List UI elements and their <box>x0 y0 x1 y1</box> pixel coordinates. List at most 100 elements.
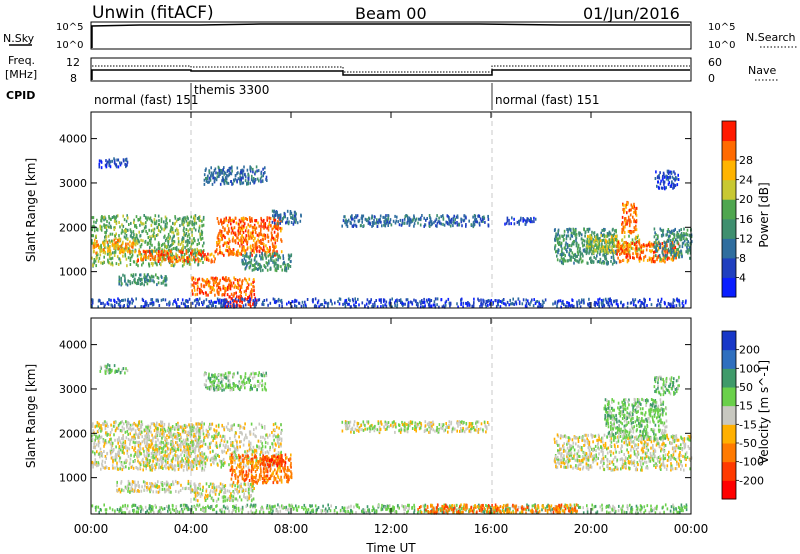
power-cell <box>151 234 153 238</box>
power-cell <box>290 221 293 224</box>
power-cell <box>251 219 253 223</box>
power-cell <box>105 238 107 242</box>
power-cell <box>238 284 240 288</box>
power-cell <box>165 283 168 287</box>
power-cell <box>139 234 141 238</box>
power-cell <box>650 257 653 260</box>
power-cell <box>431 222 433 226</box>
velocity-cell <box>189 449 191 453</box>
power-cell <box>181 217 184 221</box>
power-cell <box>676 235 678 239</box>
power-cell <box>670 302 672 306</box>
power-cell <box>632 247 634 251</box>
power-cell <box>480 219 483 223</box>
power-cell <box>155 262 158 266</box>
power-cell <box>147 216 149 220</box>
power-cell <box>226 224 229 228</box>
power-cell <box>237 222 240 226</box>
velocity-cell <box>135 432 137 436</box>
power-cell <box>449 304 451 308</box>
power-cell <box>214 281 217 285</box>
power-cell <box>235 291 237 295</box>
power-cell <box>232 236 234 240</box>
power-cell <box>584 250 587 254</box>
power-cell <box>187 229 190 233</box>
power-cell <box>210 174 212 178</box>
power-cell <box>123 304 125 307</box>
power-cell <box>642 258 645 262</box>
power-cell <box>277 225 279 229</box>
power-cell <box>266 179 268 182</box>
power-cell <box>98 165 101 169</box>
power-cell <box>224 301 227 305</box>
power-cell <box>144 278 146 281</box>
power-cell <box>146 232 149 236</box>
power-cell <box>482 220 484 223</box>
power-cell <box>624 217 626 221</box>
power-cell <box>660 179 662 183</box>
power-cell <box>172 241 175 245</box>
power-cell <box>201 301 203 304</box>
power-cell <box>224 228 226 232</box>
power-cell <box>141 258 143 262</box>
power-cell <box>602 298 605 302</box>
power-cell <box>290 216 292 219</box>
power-cell <box>601 299 603 302</box>
velocity-cell <box>199 441 201 445</box>
power-cell <box>229 240 231 244</box>
power-cell <box>192 252 195 256</box>
power-cell <box>670 247 673 251</box>
velocity-cell <box>133 448 135 452</box>
power-cell <box>244 239 247 243</box>
power-cell <box>120 244 123 248</box>
power-cell <box>157 250 160 253</box>
power-cell <box>590 256 592 260</box>
power-cell <box>199 249 201 253</box>
power-cell <box>575 244 578 248</box>
power-cell <box>252 284 254 288</box>
power-cell <box>214 250 216 254</box>
power-cell <box>125 230 127 233</box>
power-cell <box>228 229 231 233</box>
power-cell <box>148 262 150 266</box>
power-cell <box>257 169 260 173</box>
power-cell <box>562 253 564 256</box>
velocity-cell <box>156 459 159 463</box>
power-cell <box>214 257 216 261</box>
power-cell <box>602 303 605 307</box>
power-cell <box>218 222 220 225</box>
power-cell <box>667 172 670 175</box>
power-cell <box>145 216 147 220</box>
velocity-cell <box>138 436 141 439</box>
power-cell <box>122 214 124 218</box>
power-cell <box>109 240 111 244</box>
power-cell <box>201 290 203 294</box>
power-cell <box>277 255 279 258</box>
power-cell <box>196 247 198 251</box>
power-cell <box>193 255 195 259</box>
power-cell <box>184 217 187 221</box>
power-cell <box>227 174 229 178</box>
power-cell <box>96 253 98 257</box>
power-cell <box>122 273 124 277</box>
power-cell <box>167 251 169 255</box>
power-cell <box>626 202 629 206</box>
power-cell <box>201 257 203 261</box>
power-cell <box>495 305 498 309</box>
power-cell <box>165 237 168 241</box>
power-cell <box>628 218 630 222</box>
power-cell <box>570 244 573 248</box>
power-cell <box>560 253 563 257</box>
velocity-cell <box>200 426 203 430</box>
power-cell <box>617 246 620 250</box>
power-cell <box>623 241 625 245</box>
power-cell <box>576 300 578 304</box>
power-cell <box>246 298 248 301</box>
power-cell <box>255 260 258 264</box>
power-cell <box>143 254 146 258</box>
power-cell <box>156 276 159 279</box>
power-cell <box>447 215 449 219</box>
power-cell <box>355 214 357 218</box>
power-cell <box>676 298 678 302</box>
power-cell <box>633 226 636 230</box>
